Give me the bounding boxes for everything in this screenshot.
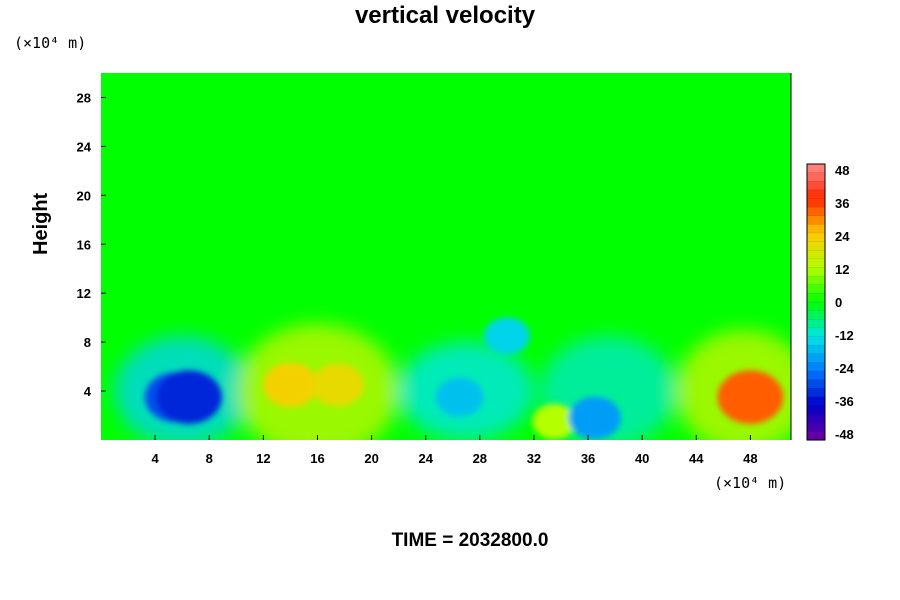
x-tick-label: 48 (743, 451, 757, 466)
y-tick-label: 28 (77, 90, 91, 105)
feature-2 (263, 363, 318, 407)
colorbar-swatch (807, 164, 825, 173)
colorbar-tick-label: 36 (835, 196, 849, 211)
colorbar-tick-label: 24 (835, 229, 850, 244)
colorbar-swatch (807, 250, 825, 259)
feature-4 (436, 378, 484, 417)
x-tick-label: 4 (152, 451, 160, 466)
colorbar-swatch (807, 285, 825, 294)
colorbar-swatch (807, 302, 825, 311)
colorbar-swatch (807, 268, 825, 277)
feature-5 (484, 317, 530, 354)
colorbar-swatch (807, 216, 825, 225)
colorbar-tick-label: 0 (835, 295, 842, 310)
x-tick-label: 28 (473, 451, 487, 466)
y-tick-label: 16 (77, 237, 91, 252)
colorbar-swatch (807, 224, 825, 233)
y-tick-label: 24 (77, 139, 92, 154)
colorbar-swatch (807, 173, 825, 182)
y-tick-label: 8 (84, 335, 91, 350)
colorbar-tick-label: 12 (835, 262, 849, 277)
feature-7 (569, 397, 621, 440)
x-tick-label: 24 (418, 451, 433, 466)
colorbar: 48 36 24 12 0 -12 -24 -36 -48 (807, 163, 855, 442)
y-tick-label: 4 (84, 384, 92, 399)
colorbar-swatch (807, 207, 825, 216)
colorbar-swatch (807, 414, 825, 423)
x-tick-label: 12 (256, 451, 270, 466)
x-tick-label: 36 (581, 451, 595, 466)
colorbar-swatch (807, 431, 825, 440)
colorbar-swatch (807, 397, 825, 406)
colorbar-swatch (807, 371, 825, 380)
colorbar-swatch (807, 293, 825, 302)
colorbar-swatch (807, 233, 825, 242)
x-tick-label: 32 (527, 451, 541, 466)
colorbar-tick-label: -12 (835, 328, 854, 343)
colorbar-swatch (807, 242, 825, 251)
feature-3 (312, 364, 364, 407)
colorbar-swatch (807, 337, 825, 346)
colorbar-swatch (807, 319, 825, 328)
colorbar-swatch (807, 406, 825, 415)
x-tick-label: 20 (364, 451, 378, 466)
colorbar-swatch (807, 380, 825, 389)
colorbar-tick-label: 48 (835, 163, 849, 178)
colorbar-swatch (807, 190, 825, 199)
y-tick-label: 20 (77, 188, 91, 203)
colorbar-tick-label: -24 (835, 361, 855, 376)
colorbar-swatch (807, 388, 825, 397)
colorbar-swatch (807, 276, 825, 285)
colorbar-swatch (807, 328, 825, 337)
colorbar-swatch (807, 311, 825, 320)
colorbar-swatch (807, 362, 825, 371)
colorbar-swatch (807, 181, 825, 190)
colorbar-swatch (807, 199, 825, 208)
x-tick-label: 16 (310, 451, 324, 466)
colorbar-swatch (807, 354, 825, 363)
colorbar-swatch (807, 423, 825, 432)
colorbar-swatch (807, 345, 825, 354)
colorbar-swatch (807, 259, 825, 268)
x-tick-label: 44 (689, 451, 704, 466)
x-tick-label: 40 (635, 451, 649, 466)
x-tick-label: 8 (206, 451, 213, 466)
feature-1 (156, 370, 222, 424)
feature-8 (717, 370, 783, 424)
colorbar-tick-label: -36 (835, 394, 854, 409)
colorbar-tick-label: -48 (835, 427, 854, 442)
y-tick-label: 12 (77, 286, 91, 301)
